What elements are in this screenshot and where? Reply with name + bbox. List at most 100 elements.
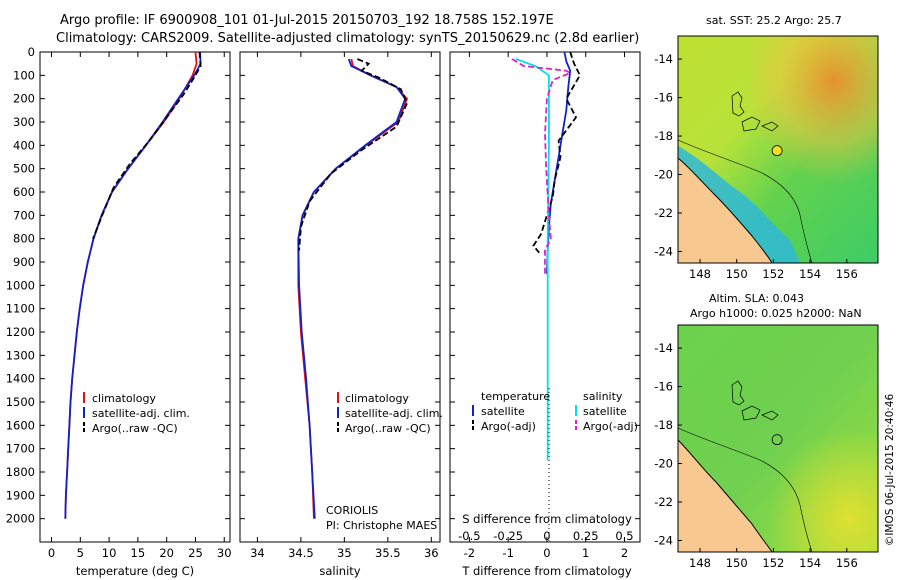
x-top-tick-label: -0.25 (493, 529, 523, 543)
y-tick-label: 1300 (6, 348, 35, 362)
y-tick-label: 1000 (6, 278, 35, 292)
lat-tick-label: -18 (654, 418, 673, 432)
lon-tick-label: 156 (836, 267, 858, 281)
lon-tick-label: 148 (689, 556, 711, 570)
y-tick-label: 300 (13, 115, 35, 129)
sla-map-frame (677, 324, 879, 553)
sla-coastline (677, 439, 773, 553)
y-tick-label: 100 (13, 68, 35, 82)
t-diff-tick-group: -2 -1 0 1 2 (464, 52, 628, 560)
y-tick-label: 1200 (6, 325, 35, 339)
sla-map-label-line1: Altim. SLA: 0.043 (709, 292, 804, 305)
sla-map-label-line2: Argo h1000: 0.025 h2000: NaN (690, 307, 862, 320)
x-tick-label: 35.5 (375, 546, 401, 560)
x-tick-label: -2 (464, 546, 475, 560)
x-top-tick-label: 0 (543, 529, 550, 543)
series-line-argo-adj (532, 52, 581, 254)
x-tick-label: 34.5 (288, 546, 314, 560)
y-tick-label: 1100 (6, 302, 35, 316)
legend-label-t-satellite: satellite (481, 405, 525, 418)
y-tick-label: 400 (13, 138, 35, 152)
series-line-satellite-adj-clim (297, 58, 407, 519)
y-tick-label: 1400 (6, 372, 35, 386)
x-top-tick-label: 0.25 (573, 529, 599, 543)
lat-tick-label: -20 (654, 457, 673, 471)
sst-coastline (677, 157, 773, 264)
s-difference-axis-label: S difference from climatology (462, 512, 632, 526)
s-diff-tick-group: -0.5 -0.25 0 0.25 0.5 (458, 529, 633, 543)
x-top-tick-label: -0.5 (458, 529, 480, 543)
x-tick-label: 25 (188, 546, 203, 560)
series-line-argo-adj (511, 58, 573, 274)
y-tick-label: 1600 (6, 418, 35, 432)
sst-map-label: sat. SST: 25.2 Argo: 25.7 (706, 14, 842, 27)
temperature-axis-label: temperature (deg C) (76, 564, 194, 578)
sst-lon-ticks: 148 150 152 154 156 (689, 259, 858, 281)
y-tick-label: 200 (13, 92, 35, 106)
salinity-tick-group: 34 34.5 35 35.5 36 (250, 52, 439, 560)
sst-lat-ticks: -14 -16 -18 -20 -22 -24 (654, 52, 682, 258)
sla-land (678, 440, 772, 552)
difference-legend: temperature salinity satellite Argo(-adj… (472, 390, 638, 433)
salinity-axis-label: salinity (319, 564, 360, 578)
legend-label-satellite-adj: satellite-adj. clim. (345, 407, 443, 420)
sla-reef-2 (741, 405, 779, 421)
x-tick-label: -1 (502, 546, 513, 560)
series-line-climatology (64, 52, 198, 519)
lon-tick-label: 152 (762, 556, 784, 570)
lon-tick-label: 150 (726, 267, 748, 281)
y-tick-label: 1500 (6, 395, 35, 409)
y-tick-label: 0 (28, 45, 35, 59)
x-tick-label: 5 (77, 546, 84, 560)
y-tick-label: 900 (13, 255, 35, 269)
x-tick-label: 20 (159, 546, 174, 560)
lon-tick-label: 150 (726, 556, 748, 570)
legend-label-climatology: climatology (92, 392, 156, 405)
legend-label-s-satellite: satellite (583, 405, 627, 418)
x-tick-label: 35 (337, 546, 352, 560)
sla-lat-ticks: -14 -16 -18 -20 -22 -24 (654, 341, 682, 547)
lat-tick-label: -20 (654, 168, 673, 182)
x-tick-label: 30 (217, 546, 232, 560)
t-difference-axis-label: T difference from climatology (461, 564, 632, 578)
lat-tick-label: -24 (654, 533, 673, 547)
lat-tick-label: -22 (654, 495, 673, 509)
figure-title-line2: Climatology: CARS2009. Satellite-adjuste… (56, 31, 639, 46)
x-tick-label: 10 (102, 546, 117, 560)
difference-series-group (511, 52, 581, 461)
temperature-legend: climatology satellite-adj. clim. Argo(..… (83, 392, 190, 435)
y-tick-label: 500 (13, 162, 35, 176)
temperature-tick-group: 0 5 10 15 20 25 30 (48, 52, 232, 560)
lon-tick-label: 154 (799, 267, 821, 281)
legend-label-argo: Argo(..raw -QC) (345, 422, 431, 435)
institution-label: CORIOLIS (326, 504, 378, 517)
x-tick-label: 0 (48, 546, 55, 560)
figure-title-line1: Argo profile: IF 6900908_101 01-Jul-2015… (60, 13, 554, 28)
lat-tick-label: -16 (654, 91, 673, 105)
legend-label-satellite-adj: satellite-adj. clim. (92, 407, 190, 420)
lat-tick-label: -14 (654, 52, 673, 66)
legend-label-argo: Argo(..raw -QC) (92, 422, 178, 435)
legend-label-s-argo: Argo(-adj) (583, 420, 638, 433)
series-line-satellite-adj-clim (64, 52, 202, 519)
sst-reef-2 (741, 116, 779, 132)
y-tick-label: 800 (13, 232, 35, 246)
lat-tick-label: -14 (654, 341, 673, 355)
sla-lon-ticks: 148 150 152 154 156 (689, 548, 858, 570)
y-tick-label: 1900 (6, 488, 35, 502)
temperature-series-group (64, 52, 202, 519)
series-line-argo-raw-qc (298, 58, 408, 251)
x-tick-label: 34 (250, 546, 265, 560)
sst-shelf-contour (677, 139, 813, 264)
sst-reef-1 (731, 91, 745, 117)
series-line-climatology (297, 58, 409, 519)
x-tick-label: 36 (424, 546, 439, 560)
salinity-panel-frame (239, 51, 441, 543)
imos-credit: ©IMOS 06-Jul-2015 20:40:46 (884, 394, 896, 547)
legend-label-climatology: climatology (345, 392, 409, 405)
y-tick-label: 1700 (6, 442, 35, 456)
legend-label-t-argo: Argo(-adj) (481, 420, 536, 433)
lon-tick-label: 148 (689, 267, 711, 281)
sla-reef-1 (731, 380, 745, 406)
